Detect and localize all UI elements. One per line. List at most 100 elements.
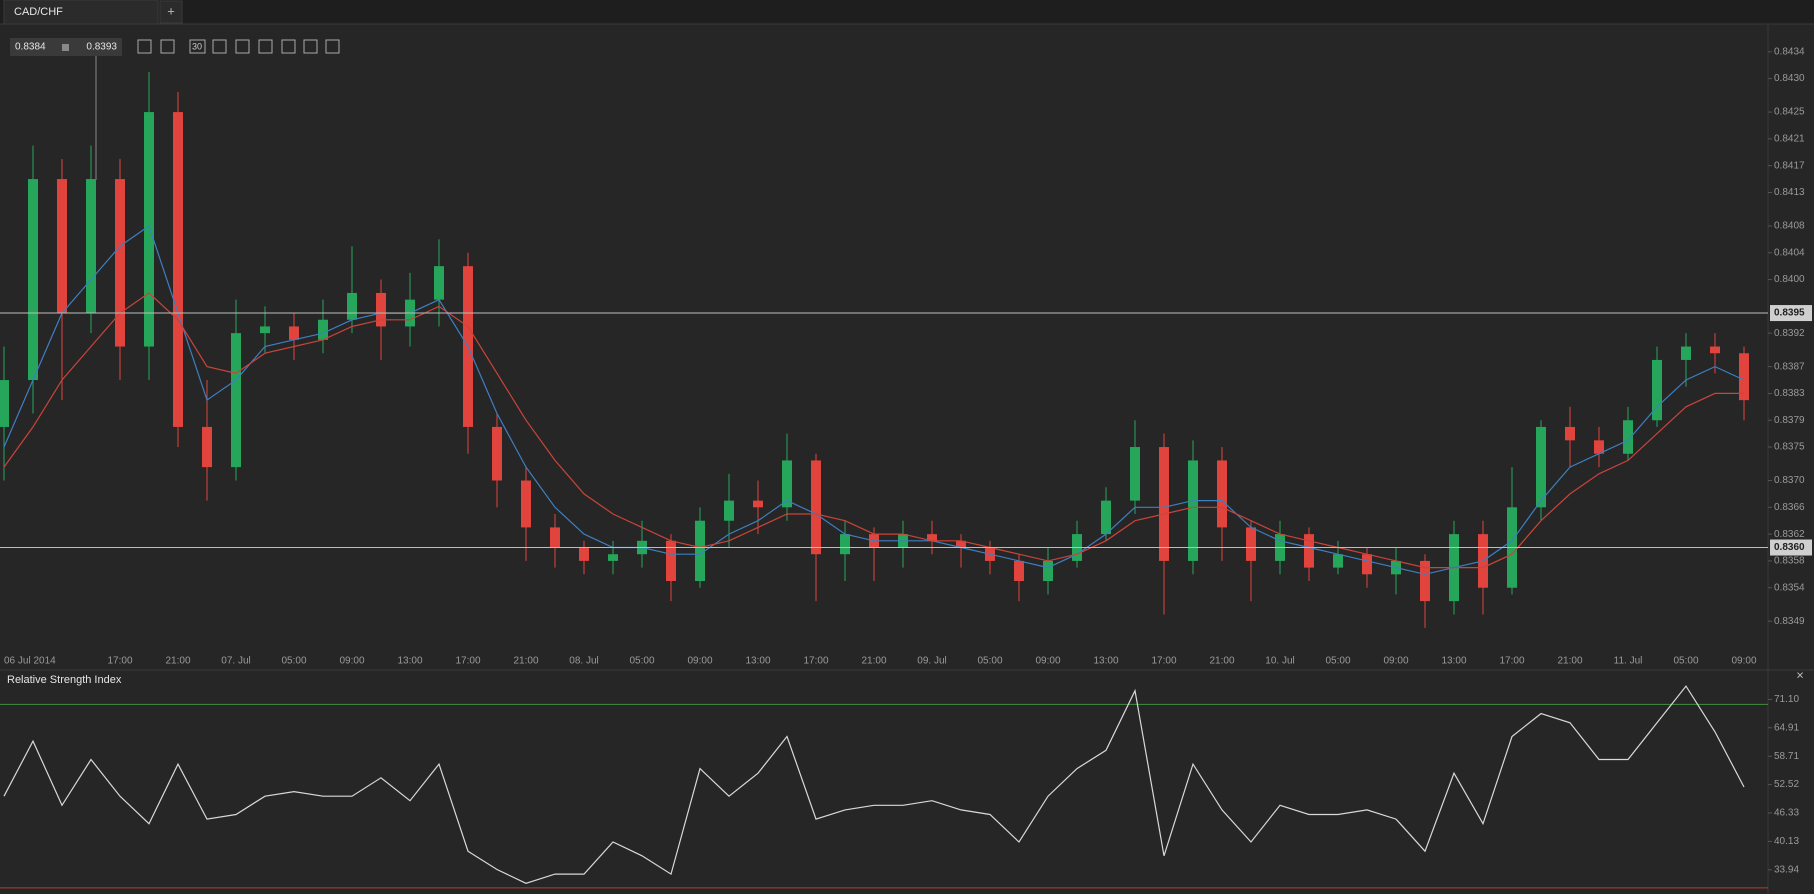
candle-body (0, 380, 9, 427)
y-tick-label: 0.8354 (1774, 582, 1805, 593)
candle-body (86, 179, 96, 314)
candle-body (695, 520, 705, 582)
candle-body (1246, 527, 1256, 561)
y-tick-label: 0.8417 (1774, 160, 1805, 171)
price-level-label: 0.8360 (1774, 542, 1805, 553)
candle-body (144, 112, 154, 347)
y-tick-label: 52.52 (1774, 779, 1799, 790)
candle-body (434, 266, 444, 300)
x-tick-label: 09:00 (687, 656, 712, 667)
draw-button[interactable] (303, 39, 318, 54)
candle-body (927, 534, 937, 541)
zoom-out-button[interactable] (137, 39, 152, 54)
candle-body (1159, 447, 1169, 561)
x-tick-label: 13:00 (1093, 656, 1118, 667)
x-tick-label: 05:00 (977, 656, 1002, 667)
x-tick-label: 07. Jul (221, 656, 250, 667)
candle-body (782, 460, 792, 508)
candle-body (1362, 554, 1372, 575)
candle-body (753, 500, 763, 508)
y-tick-label: 0.8421 (1774, 134, 1805, 145)
price-level-label: 0.8395 (1774, 308, 1805, 319)
candle-body (1130, 447, 1140, 501)
x-tick-label: 17:00 (1151, 656, 1176, 667)
y-tick-label: 0.8425 (1774, 107, 1805, 118)
y-tick-label: 0.8366 (1774, 502, 1805, 513)
y-tick-label: 33.94 (1774, 864, 1799, 875)
candle-body (1304, 534, 1314, 568)
objects-button[interactable] (281, 39, 296, 54)
candle-body (57, 179, 67, 314)
candle-body (724, 500, 734, 521)
add-tab-button[interactable] (159, 0, 183, 24)
y-tick-label: 0.8400 (1774, 274, 1805, 285)
candle-body (811, 460, 821, 555)
candle-body (1652, 359, 1662, 421)
y-tick-label: 40.13 (1774, 836, 1799, 847)
candle-body (1014, 560, 1024, 582)
x-tick-label: 10. Jul (1265, 656, 1294, 667)
candle-body (173, 112, 183, 427)
x-tick-label: 17:00 (455, 656, 480, 667)
candle-body (1623, 420, 1633, 454)
y-tick-label: 0.8392 (1774, 328, 1805, 339)
candle-body (492, 426, 502, 481)
x-tick-label: 21:00 (861, 656, 886, 667)
candle-body (1188, 460, 1198, 561)
x-tick-label: 13:00 (1441, 656, 1466, 667)
x-tick-label: 09. Jul (917, 656, 946, 667)
y-tick-label: 0.8375 (1774, 442, 1805, 453)
zoom-in-button[interactable] (160, 39, 175, 54)
close-panel[interactable]: × (1796, 667, 1804, 682)
candle-body (1420, 560, 1430, 602)
candle-body (289, 326, 299, 340)
pen-button[interactable] (325, 39, 340, 54)
price-level-badge (1770, 305, 1812, 322)
x-tick-label: 08. Jul (569, 656, 598, 667)
candle-body (579, 547, 589, 561)
candle-body (1594, 440, 1604, 454)
period-label: 30 (192, 41, 202, 51)
moving-average (3, 292, 1744, 569)
tab[interactable] (3, 0, 159, 25)
candle-body (28, 179, 38, 381)
indicators-button[interactable] (235, 39, 250, 54)
x-tick-label: 05:00 (1325, 656, 1350, 667)
candle-body (115, 179, 125, 347)
candle-body (347, 292, 357, 320)
y-tick-label: 0.8387 (1774, 361, 1805, 372)
candle-body (1217, 460, 1227, 528)
template-button[interactable] (258, 39, 273, 54)
candle-body (231, 333, 241, 468)
ask-price: 0.8393 (86, 42, 117, 53)
spread-icon (62, 44, 69, 51)
x-tick-label: 17:00 (107, 656, 132, 667)
y-tick-label: 0.8358 (1774, 556, 1805, 567)
period-button[interactable] (189, 39, 206, 54)
price-level-badge (1770, 539, 1812, 556)
candle-body (956, 540, 966, 548)
candle-body (376, 292, 386, 327)
y-tick-label: 0.8362 (1774, 529, 1805, 540)
candle-body (1565, 426, 1575, 441)
x-tick-label: 09:00 (1035, 656, 1060, 667)
candle-body (1710, 346, 1720, 354)
candle-body (608, 554, 618, 561)
y-tick-label: 0.8430 (1774, 73, 1805, 84)
candle-body (521, 480, 531, 528)
x-tick-label: 17:00 (1499, 656, 1524, 667)
x-tick-label: 09:00 (1383, 656, 1408, 667)
y-tick-label: 0.8349 (1774, 616, 1805, 627)
x-tick-label: 05:00 (629, 656, 654, 667)
candle-body (840, 534, 850, 555)
candle-body (1101, 500, 1111, 535)
y-tick-label: 46.33 (1774, 808, 1799, 819)
tab-bar (0, 0, 1814, 24)
x-tick-label: 13:00 (397, 656, 422, 667)
y-tick-label: 58.71 (1774, 751, 1799, 762)
x-tick-label: 21:00 (513, 656, 538, 667)
chart-type-button[interactable] (212, 39, 227, 54)
candle-body (1043, 560, 1053, 582)
toolbar: 30 (137, 39, 340, 54)
